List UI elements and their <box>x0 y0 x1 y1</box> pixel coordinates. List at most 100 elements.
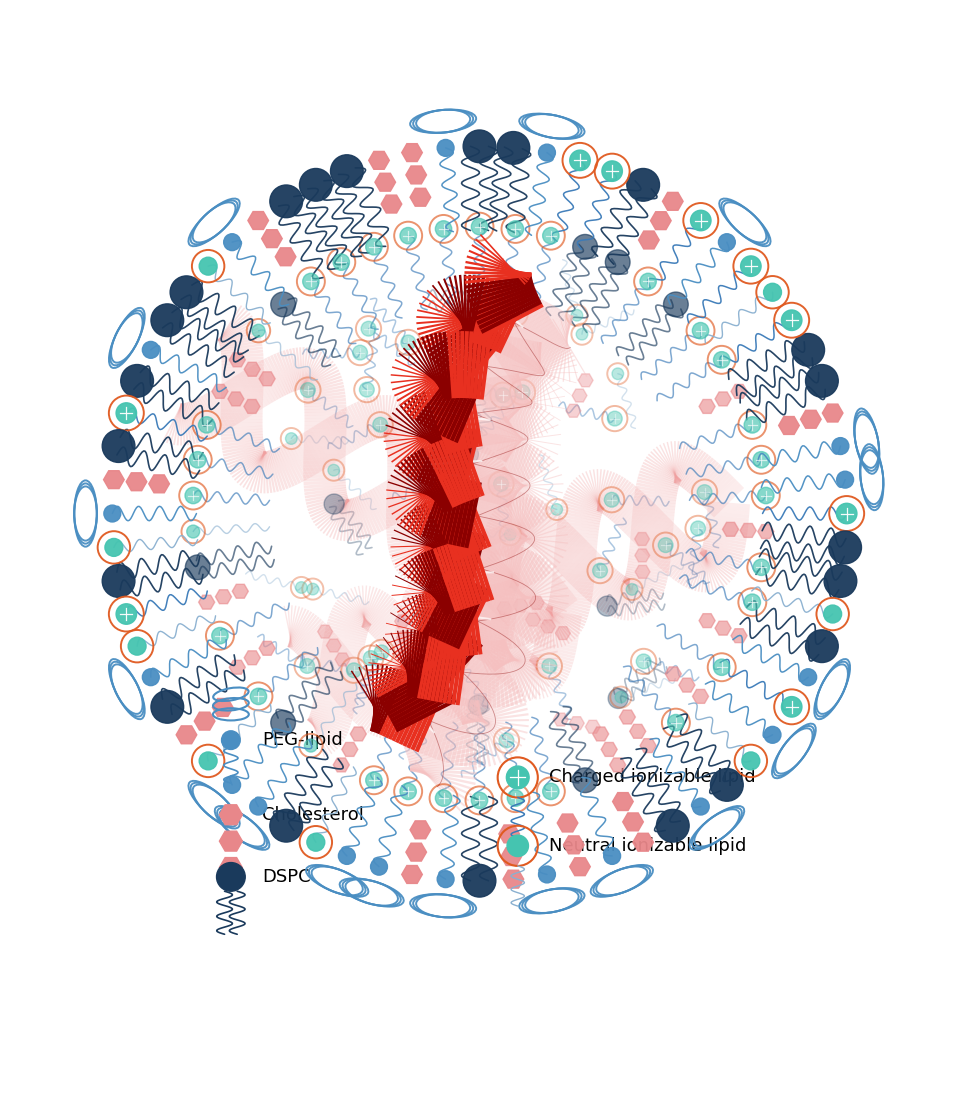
Polygon shape <box>512 364 576 383</box>
Polygon shape <box>392 537 456 557</box>
Polygon shape <box>457 603 493 632</box>
Polygon shape <box>417 571 451 631</box>
Polygon shape <box>506 581 560 625</box>
Polygon shape <box>704 535 746 545</box>
Circle shape <box>403 695 418 710</box>
Polygon shape <box>517 354 571 395</box>
Polygon shape <box>332 414 356 452</box>
Polygon shape <box>653 449 681 481</box>
Polygon shape <box>503 408 547 462</box>
Polygon shape <box>273 447 292 488</box>
Polygon shape <box>584 566 615 600</box>
Polygon shape <box>470 509 512 512</box>
Polygon shape <box>468 637 503 663</box>
Polygon shape <box>315 690 357 700</box>
Polygon shape <box>651 529 683 562</box>
Polygon shape <box>328 616 369 631</box>
Polygon shape <box>575 477 604 510</box>
Polygon shape <box>444 529 463 568</box>
Polygon shape <box>546 608 575 640</box>
Polygon shape <box>477 700 481 767</box>
Polygon shape <box>490 543 515 607</box>
Polygon shape <box>516 656 538 694</box>
Polygon shape <box>310 499 349 517</box>
Polygon shape <box>410 579 446 606</box>
Polygon shape <box>511 374 524 441</box>
Polygon shape <box>517 373 532 440</box>
Polygon shape <box>357 693 386 726</box>
Polygon shape <box>509 547 524 587</box>
Polygon shape <box>476 601 518 607</box>
Polygon shape <box>399 707 460 738</box>
Polygon shape <box>476 700 497 766</box>
Polygon shape <box>484 475 514 538</box>
Polygon shape <box>459 666 501 679</box>
Polygon shape <box>406 587 445 607</box>
Polygon shape <box>515 560 545 593</box>
Polygon shape <box>359 494 378 534</box>
Polygon shape <box>398 352 453 394</box>
Polygon shape <box>556 527 598 535</box>
Polygon shape <box>424 446 456 508</box>
Polygon shape <box>390 545 432 559</box>
Polygon shape <box>553 565 596 572</box>
Circle shape <box>401 335 415 350</box>
Polygon shape <box>494 626 546 672</box>
Polygon shape <box>462 589 474 655</box>
Polygon shape <box>379 395 386 438</box>
Polygon shape <box>500 376 511 443</box>
Polygon shape <box>667 542 695 575</box>
Polygon shape <box>674 546 701 582</box>
Polygon shape <box>314 648 348 676</box>
Polygon shape <box>598 474 619 512</box>
Polygon shape <box>510 344 569 382</box>
Polygon shape <box>302 385 344 396</box>
Polygon shape <box>424 551 451 615</box>
Polygon shape <box>505 653 534 687</box>
Polygon shape <box>540 594 575 622</box>
Polygon shape <box>332 607 370 627</box>
Circle shape <box>690 521 706 536</box>
Polygon shape <box>398 419 444 470</box>
Polygon shape <box>436 566 441 608</box>
Polygon shape <box>623 578 664 595</box>
Polygon shape <box>468 481 510 492</box>
Polygon shape <box>304 482 346 489</box>
Polygon shape <box>222 373 264 377</box>
Polygon shape <box>369 603 401 635</box>
Polygon shape <box>386 697 389 740</box>
Polygon shape <box>386 513 428 516</box>
Polygon shape <box>360 400 378 440</box>
Polygon shape <box>495 648 553 682</box>
Polygon shape <box>466 627 508 636</box>
Polygon shape <box>407 524 448 579</box>
Polygon shape <box>422 295 480 333</box>
Polygon shape <box>504 522 540 582</box>
Polygon shape <box>550 586 593 596</box>
Polygon shape <box>444 478 463 544</box>
Polygon shape <box>505 369 549 422</box>
Polygon shape <box>399 364 455 406</box>
Polygon shape <box>462 698 525 725</box>
Polygon shape <box>456 639 469 706</box>
Polygon shape <box>307 494 348 508</box>
Polygon shape <box>501 470 557 508</box>
Polygon shape <box>506 580 533 643</box>
Polygon shape <box>467 620 509 629</box>
Polygon shape <box>386 437 428 445</box>
Polygon shape <box>444 591 454 657</box>
Polygon shape <box>289 349 301 391</box>
Polygon shape <box>404 515 451 566</box>
Polygon shape <box>634 499 676 507</box>
Polygon shape <box>267 451 279 492</box>
Circle shape <box>116 604 136 625</box>
Polygon shape <box>303 461 345 465</box>
Polygon shape <box>450 677 465 718</box>
Circle shape <box>324 494 344 514</box>
Polygon shape <box>468 536 490 601</box>
Polygon shape <box>301 432 326 470</box>
Polygon shape <box>251 364 275 403</box>
Polygon shape <box>478 577 520 583</box>
Polygon shape <box>406 467 431 504</box>
Polygon shape <box>408 597 435 660</box>
